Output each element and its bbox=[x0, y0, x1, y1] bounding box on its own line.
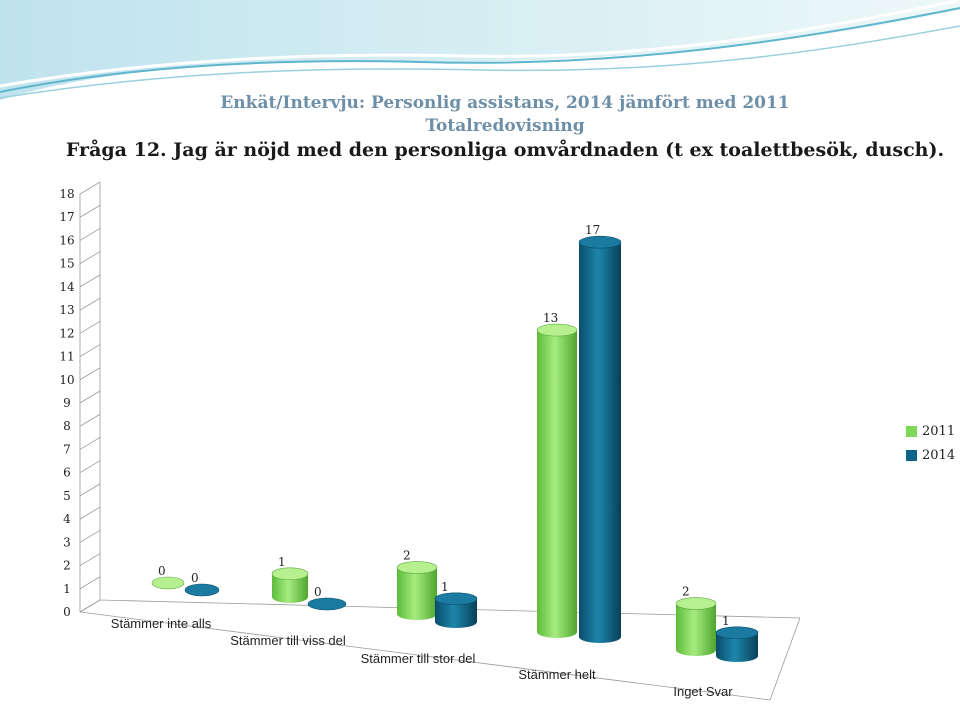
y-gridline bbox=[79, 390, 101, 404]
data-label-2014: 1 bbox=[441, 580, 449, 594]
y-tick-label: 18 bbox=[59, 187, 74, 201]
bar-body bbox=[579, 242, 621, 643]
bar-cap bbox=[675, 597, 717, 610]
bar-cap bbox=[434, 592, 478, 606]
bar-cap bbox=[578, 235, 622, 249]
y-tick-label: 10 bbox=[59, 373, 74, 387]
y-gridline bbox=[79, 553, 101, 566]
data-label-2011: 1 bbox=[278, 555, 286, 569]
chart-bars bbox=[151, 235, 759, 662]
legend-label-2011: 2011 bbox=[922, 424, 956, 439]
bar-2011 bbox=[536, 323, 578, 638]
y-gridline bbox=[79, 506, 101, 520]
y-tick-label: 4 bbox=[63, 512, 71, 526]
bar-body bbox=[272, 573, 308, 603]
bar-cap bbox=[536, 323, 578, 337]
floor-front-edge bbox=[79, 611, 771, 701]
bar-2011 bbox=[675, 597, 717, 656]
legend-label-2014: 2014 bbox=[922, 448, 956, 463]
y-gridline bbox=[79, 181, 101, 195]
y-gridline bbox=[79, 344, 101, 357]
bar-cap bbox=[715, 626, 759, 640]
floor-right-edge bbox=[769, 617, 801, 701]
bar-cap bbox=[184, 583, 220, 597]
y-gridline bbox=[79, 413, 101, 427]
y-gridline bbox=[79, 529, 101, 543]
y-gridline bbox=[79, 437, 101, 450]
y-tick-label: 11 bbox=[59, 350, 74, 364]
y-tick-label: 8 bbox=[63, 419, 71, 433]
data-label-2011: 13 bbox=[543, 311, 558, 325]
bar-2014 bbox=[578, 235, 622, 643]
bar-cap bbox=[271, 567, 309, 581]
legend-swatch-2014 bbox=[906, 450, 917, 461]
y-tick-label: 14 bbox=[59, 280, 75, 294]
y-gridline bbox=[79, 228, 101, 241]
legend-item-2014: 2014 bbox=[906, 448, 955, 463]
x-category-label: Stämmer inte alls bbox=[111, 616, 212, 631]
y-gridline bbox=[79, 367, 101, 381]
y-gridline bbox=[79, 320, 101, 334]
survey-subtitle: Totalredovisning bbox=[425, 116, 585, 136]
y-tick-label: 6 bbox=[63, 466, 71, 480]
bar-body bbox=[676, 603, 716, 656]
data-label-2014: 0 bbox=[191, 571, 199, 585]
y-tick-label: 0 bbox=[63, 605, 71, 619]
bar-cap bbox=[307, 597, 347, 611]
question-title: Fråga 12. Jag är nöjd med den personliga… bbox=[65, 139, 945, 161]
bar-2011 bbox=[396, 561, 438, 620]
y-gridline bbox=[79, 483, 101, 497]
bar-2011 bbox=[151, 576, 185, 590]
bar-2014 bbox=[184, 583, 220, 597]
y-gridline bbox=[79, 460, 101, 474]
y-tick-label: 2 bbox=[63, 559, 71, 573]
bar-cap bbox=[396, 561, 438, 574]
data-label-2011: 0 bbox=[158, 564, 166, 578]
data-label-2011: 2 bbox=[403, 549, 411, 563]
bar-body bbox=[537, 330, 577, 638]
y-tick-label: 12 bbox=[59, 326, 74, 340]
bar-body bbox=[397, 567, 437, 620]
y-tick-label: 7 bbox=[63, 442, 71, 456]
bar-2014 bbox=[715, 626, 759, 662]
x-category-label: Stämmer till stor del bbox=[361, 651, 476, 666]
y-gridline bbox=[79, 297, 101, 311]
x-category-label: Inget Svar bbox=[673, 684, 733, 699]
bar-cap bbox=[151, 576, 185, 590]
survey-title: Enkät/Intervju: Personlig assistans, 201… bbox=[220, 93, 790, 113]
y-tick-label: 16 bbox=[59, 233, 74, 247]
bar-body bbox=[716, 632, 758, 662]
data-label-2011: 2 bbox=[682, 585, 690, 599]
y-gridline bbox=[79, 576, 101, 590]
x-axis-categories: Stämmer inte alls Stämmer till viss del St… bbox=[111, 616, 734, 699]
floor-left-edge bbox=[79, 599, 101, 613]
data-label-2014: 1 bbox=[722, 614, 730, 628]
data-label-2014: 17 bbox=[585, 223, 600, 237]
legend-swatch-2011 bbox=[906, 426, 917, 437]
y-gridline bbox=[79, 274, 101, 288]
bar-2014 bbox=[434, 592, 478, 628]
x-category-label: Stämmer till viss del bbox=[230, 633, 346, 648]
bar-2011 bbox=[271, 567, 309, 603]
y-tick-label: 17 bbox=[59, 210, 74, 224]
bar-body bbox=[435, 598, 477, 628]
y-tick-label: 1 bbox=[63, 582, 71, 596]
y-tick-label: 15 bbox=[59, 257, 74, 271]
y-tick-label: 13 bbox=[59, 303, 74, 317]
y-gridline bbox=[79, 251, 101, 265]
y-tick-label: 3 bbox=[63, 535, 71, 549]
y-gridline bbox=[79, 204, 101, 218]
y-tick-label: 5 bbox=[63, 489, 71, 503]
x-category-label: Stämmer helt bbox=[518, 667, 596, 682]
bar-2014 bbox=[307, 597, 347, 611]
y-tick-label: 9 bbox=[63, 396, 71, 410]
data-label-2014: 0 bbox=[314, 585, 322, 599]
legend-item-2011: 2011 bbox=[906, 424, 955, 439]
header-wave-decoration bbox=[0, 0, 960, 100]
